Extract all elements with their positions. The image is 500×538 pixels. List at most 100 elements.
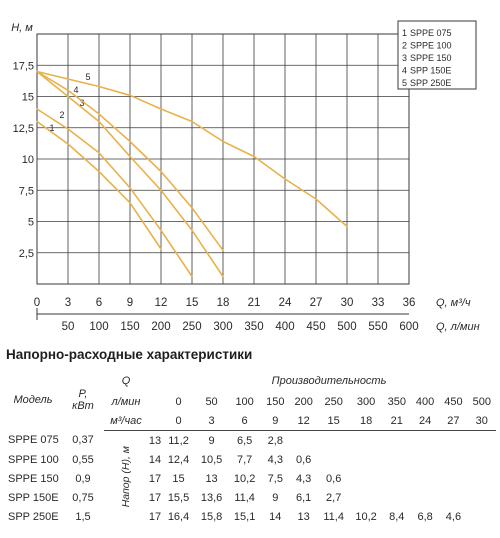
m3h-value: 18 [349,411,383,431]
x2-tick-label: 150 [120,321,139,333]
power-value: 1,5 [75,510,91,523]
x-tick-label: 21 [248,297,261,309]
head-value [411,469,439,488]
lmin-value: 400 [415,395,435,408]
x-tick-label: 24 [279,297,292,309]
lmin-value: 0 [175,395,182,408]
curve-point [98,170,100,173]
legend-number: 4 [402,66,407,76]
y-tick-label: 12,5 [13,123,34,135]
col-header-power: P, кВт [62,370,104,431]
head-value: 6,5 [236,434,253,447]
x2-axis-label: Q, л/мин [436,321,480,333]
head-value: 13,6 [200,491,223,504]
head-value: 13 [297,510,310,523]
x-tick-label: 36 [403,297,416,309]
m3h-value: 30 [467,411,496,431]
lmin-value: 300 [356,395,376,408]
curve-point [191,206,193,209]
head-value: 6,8 [417,510,433,523]
head-value: 11,4 [323,510,344,523]
curve-point [98,113,100,115]
head-value [350,488,383,507]
x2-tick-label: 200 [151,321,170,333]
curve-2 [36,108,193,277]
x2-tick-label: 600 [399,321,418,333]
table-row: SPP 150E 0,75 17 15,5 13,6 11,4 9 6,1 2,7 [4,488,496,507]
head-value: 13 [148,434,162,447]
x-tick-label: 33 [372,297,385,309]
curve-point [222,140,224,143]
lmin-value: 100 [235,395,254,408]
curve-label: 5 [85,72,90,82]
lmin-value: 150 [266,395,285,408]
head-value [289,431,317,451]
head-value: 10,5 [200,453,223,466]
head-value: 17 [148,491,162,504]
head-label-text: Напор (Н), м [120,446,132,508]
lmin-value: 50 [205,395,218,408]
power-unit-label: кВт [72,400,94,413]
model-name: SPP 150E [8,491,59,504]
m3h-value: 21 [382,411,411,431]
x-axis-label: Q, м³/ч [436,297,471,309]
x-tick-label: 27 [310,297,323,309]
curve-point [160,229,162,232]
curve-point [129,201,131,204]
head-value [439,469,467,488]
lmin-value: 200 [294,395,313,408]
curve-point [346,225,348,228]
curve-point [160,108,162,110]
head-value: 15 [172,472,185,485]
head-value [350,431,383,451]
curve-point [191,275,193,278]
head-value: 9 [272,491,279,504]
m3h-value: 24 [410,411,440,431]
head-value [318,450,350,469]
x-tick-label: 0 [34,297,40,309]
model-name: SPPE 150 [8,472,59,485]
head-value: 10,2 [233,472,256,485]
x-tick-label: 15 [186,297,199,309]
head-value [383,431,411,451]
row-lmin: л/мин 0 50 100 150 200 250 300 350 400 450 500 [4,392,496,411]
curve-point [98,85,100,88]
x2-tick-label: 250 [182,321,201,333]
head-value [350,469,383,488]
x2-tick-label: 500 [337,321,356,333]
col-header-performance: Производительность [271,375,387,387]
curve-point [98,120,100,123]
x-tick-label: 3 [65,297,71,309]
head-value: 9 [208,434,215,447]
head-value: 11,4 [234,491,255,504]
m3h-value: 6 [228,411,262,431]
legend-entry: SPPE 150 [410,53,452,63]
curve-label: 2 [59,110,64,120]
head-value: 14 [148,453,162,466]
curve-point [191,120,193,123]
x2-tick-label: 300 [213,321,232,333]
legend-number: 3 [402,53,407,63]
curve-point [160,248,162,250]
head-value: 16,4 [167,510,190,523]
head-value: 10,2 [355,510,377,523]
legend-box [397,20,477,90]
head-value [439,431,467,451]
curve-point [36,120,38,123]
head-value: 15,1 [233,510,256,523]
model-name: SPPE 100 [8,453,59,466]
curve-point [253,155,255,158]
y-tick-label: 17,5 [13,60,34,72]
curve-point [67,89,69,92]
head-value [439,488,467,507]
power-value: 0,75 [72,491,94,504]
legend-entry: SPPE 075 [410,28,452,38]
head-value: 17 [148,472,162,485]
m3h-value: 9 [261,411,290,431]
grid [36,33,410,284]
curve-point [191,229,193,232]
head-value [411,450,439,469]
x2-tick-label: 100 [89,321,108,333]
m3h-value: 12 [289,411,318,431]
